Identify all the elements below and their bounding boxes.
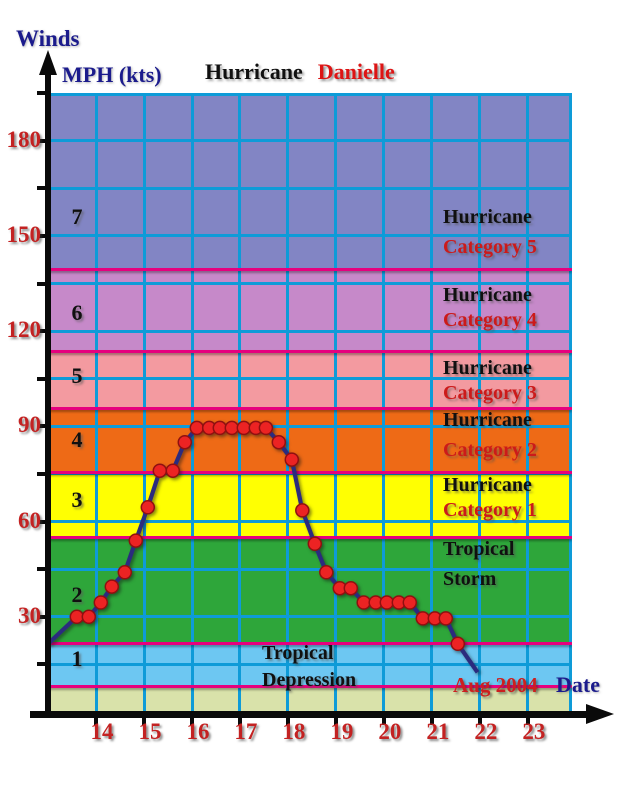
band-label-hurricane-category-4-line2: Category 4	[443, 309, 537, 331]
gridline-h-150	[48, 234, 572, 238]
y-tick-label-90: 90	[18, 412, 41, 438]
gridline-v-14	[94, 93, 98, 712]
x-tick-label-18: 18	[282, 719, 306, 744]
x-tick-23	[525, 718, 530, 725]
y-axis-units-label: MPH (kts)	[62, 62, 162, 87]
x-tick-22	[477, 718, 482, 725]
band-label-hurricane-category-1-line1: Hurricane	[443, 474, 532, 496]
x-axis-arrow-icon	[586, 704, 614, 724]
x-tick-label-19: 19	[330, 719, 354, 744]
gridline-h-180	[48, 139, 572, 143]
boundary-line-hurricane-category-3	[48, 350, 572, 354]
x-tick-21	[429, 718, 434, 725]
band-label-hurricane-category-5-line1: Hurricane	[443, 205, 532, 228]
y-tick-label-120: 120	[6, 317, 42, 343]
y-axis-title: Winds	[16, 26, 80, 51]
band-label-hurricane-category-2-line2: Category 2	[443, 439, 537, 462]
y-tick-label-180: 180	[6, 126, 42, 152]
x-tick-label-23: 23	[522, 719, 546, 744]
gridline-v-22	[478, 93, 482, 712]
x-tick-label-22: 22	[474, 719, 498, 744]
date-period-label: Aug 2004	[453, 673, 538, 697]
x-tick-20	[381, 718, 386, 725]
band-label-hurricane-category-3-line1: Hurricane	[443, 356, 532, 379]
band-number-tropical-storm: 2	[71, 582, 83, 608]
band-number-tropical-depression: 1	[71, 645, 83, 671]
band-number-hurricane-category-2: 4	[71, 426, 83, 452]
y-tick-135	[37, 281, 46, 286]
x-tick-14	[94, 718, 98, 725]
gridline-h-135	[48, 282, 572, 285]
y-tick-195	[37, 91, 46, 95]
x-tick-label-17: 17	[234, 719, 258, 744]
chart-title-danielle: Danielle	[317, 59, 395, 84]
band-number-hurricane-category-5: 7	[71, 204, 83, 230]
gridline-v-20	[382, 93, 386, 712]
band-hurricane-category-5	[48, 93, 572, 270]
band-hurricane-category-3	[48, 351, 572, 409]
y-tick-150	[37, 233, 46, 238]
band-label-hurricane-category-2-line1: Hurricane	[443, 409, 532, 431]
y-axis-arrow-icon	[39, 50, 57, 75]
x-tick-17	[237, 718, 242, 725]
y-tick-165	[37, 186, 46, 191]
boundary-line-below-depression	[48, 685, 572, 689]
gridline-v-18	[286, 93, 290, 712]
y-tick-15	[37, 662, 46, 667]
gridline-h-105	[48, 377, 572, 381]
y-tick-label-30: 30	[18, 602, 41, 628]
x-tick-18	[285, 718, 290, 725]
chart-title: Hurricane Danielle	[205, 59, 395, 85]
band-label-tropical-depression-line2: Depression	[262, 669, 357, 692]
boundary-line-hurricane-category-4	[48, 267, 572, 271]
band-label-tropical-storm-line1: Tropical	[443, 537, 515, 560]
y-tick-60	[37, 519, 46, 524]
gridline-h-195	[48, 93, 572, 96]
band-label-tropical-storm-line2: Storm	[443, 567, 497, 590]
y-tick-90	[37, 424, 46, 429]
gridline-v-16	[190, 93, 194, 712]
boundary-line-hurricane-category-2	[48, 407, 572, 411]
gridline-v-19	[334, 93, 338, 712]
x-tick-15	[142, 718, 146, 725]
gridline-h-165	[48, 186, 572, 190]
y-tick-45	[37, 567, 46, 572]
y-tick-105	[37, 376, 46, 381]
y-tick-120	[37, 329, 46, 334]
plot-right-edge	[569, 93, 572, 712]
band-below-depression	[48, 686, 572, 712]
gridline-v-17	[238, 93, 242, 712]
band-label-hurricane-category-4-line1: Hurricane	[443, 283, 532, 306]
band-number-hurricane-category-1: 3	[71, 486, 83, 512]
band-label-tropical-depression-line1: Tropical	[262, 642, 334, 665]
y-axis-line	[45, 74, 51, 718]
gridline-v-23	[526, 93, 530, 712]
x-tick-label-14: 14	[90, 719, 114, 744]
gridline-h-120	[48, 329, 572, 333]
gridline-h-30	[48, 615, 572, 619]
x-tick-19	[333, 718, 338, 725]
band-label-hurricane-category-3-line2: Category 3	[443, 382, 537, 404]
x-tick-label-20: 20	[378, 719, 402, 744]
band-label-hurricane-category-5-line2: Category 5	[443, 236, 537, 258]
gridline-v-15	[142, 93, 146, 712]
y-tick-label-150: 150	[6, 221, 42, 247]
chart-title-hurricane: Hurricane	[205, 59, 303, 84]
band-number-hurricane-category-3: 5	[71, 363, 83, 389]
x-tick-label-21: 21	[426, 719, 450, 744]
plot-area: 7 Hurricane Category 5 6 Hurricane Category 4…	[48, 93, 572, 712]
y-tick-label-60: 60	[18, 507, 41, 533]
x-tick-label-16: 16	[186, 719, 210, 744]
x-tick-label-15: 15	[138, 719, 162, 744]
y-tick-30	[37, 614, 46, 619]
x-axis-line	[30, 711, 588, 718]
x-axis-title: Date	[556, 672, 600, 697]
y-tick-75	[37, 471, 46, 476]
gridline-v-21	[430, 93, 434, 712]
y-tick-180	[37, 138, 46, 143]
x-tick-16	[190, 718, 194, 725]
band-label-hurricane-category-1-line2: Category 1	[443, 499, 537, 522]
band-number-hurricane-category-4: 6	[71, 299, 83, 325]
